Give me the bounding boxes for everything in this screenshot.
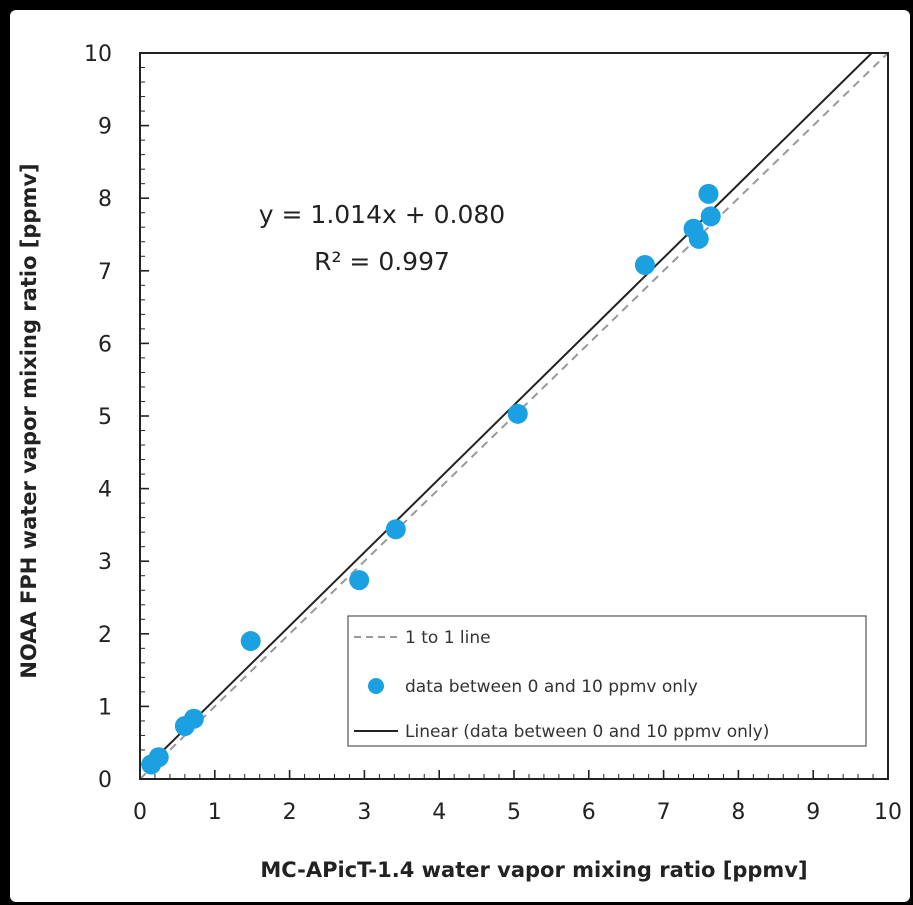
data-points (141, 183, 721, 775)
data-point (385, 519, 406, 540)
y-tick-label: 0 (98, 768, 112, 793)
x-tick-label: 6 (582, 800, 596, 825)
y-axis-title: NOAA FPH water vapor mixing ratio [ppmv] (17, 163, 41, 678)
data-point (183, 708, 204, 729)
x-tick-label: 10 (874, 800, 902, 825)
legend: 1 to 1 line data between 0 and 10 ppmv o… (347, 615, 867, 747)
y-tick-label: 3 (98, 550, 112, 575)
data-point (634, 254, 655, 275)
legend-box (347, 615, 867, 747)
y-tick-label: 6 (98, 332, 112, 357)
legend-label-linear: Linear (data between 0 and 10 ppmv only) (405, 722, 769, 742)
legend-dot-swatch (368, 678, 384, 694)
r-squared-label: R² = 0.997 (314, 247, 450, 276)
x-tick-label: 0 (133, 800, 147, 825)
data-point (698, 183, 719, 204)
data-point (700, 206, 721, 227)
y-tick-label: 8 (98, 187, 112, 212)
plot-area-border (139, 52, 889, 780)
regression-equation: y = 1.014x + 0.080 (259, 200, 505, 229)
y-tick-label: 1 (98, 695, 112, 720)
y-tick-label: 9 (98, 115, 112, 140)
x-tick-label: 9 (806, 800, 820, 825)
data-point (688, 228, 709, 249)
data-point (349, 570, 370, 591)
x-axis-title: MC-APicT-1.4 water vapor mixing ratio [p… (260, 858, 807, 882)
y-tick-label: 10 (84, 42, 112, 67)
legend-label-data: data between 0 and 10 ppmv only (405, 677, 698, 697)
legend-label-1to1: 1 to 1 line (405, 628, 491, 648)
tick-labels: 0 1 2 3 4 5 6 7 8 9 10 0 1 2 3 4 5 6 7 8 9 10 (84, 42, 902, 825)
y-tick-label: 4 (98, 478, 112, 503)
x-tick-label: 2 (283, 800, 297, 825)
y-tick-label: 7 (98, 260, 112, 285)
x-tick-label: 8 (731, 800, 745, 825)
y-tick-label: 2 (98, 623, 112, 648)
y-tick-label: 5 (98, 405, 112, 430)
x-tick-label: 4 (432, 800, 446, 825)
x-tick-label: 3 (357, 800, 371, 825)
x-tick-label: 1 (208, 800, 222, 825)
data-point (240, 631, 261, 652)
x-tick-label: 5 (507, 800, 521, 825)
linear-fit-line (143, 52, 873, 771)
data-point (507, 403, 528, 424)
x-tick-label: 7 (657, 800, 671, 825)
data-point (148, 747, 169, 768)
